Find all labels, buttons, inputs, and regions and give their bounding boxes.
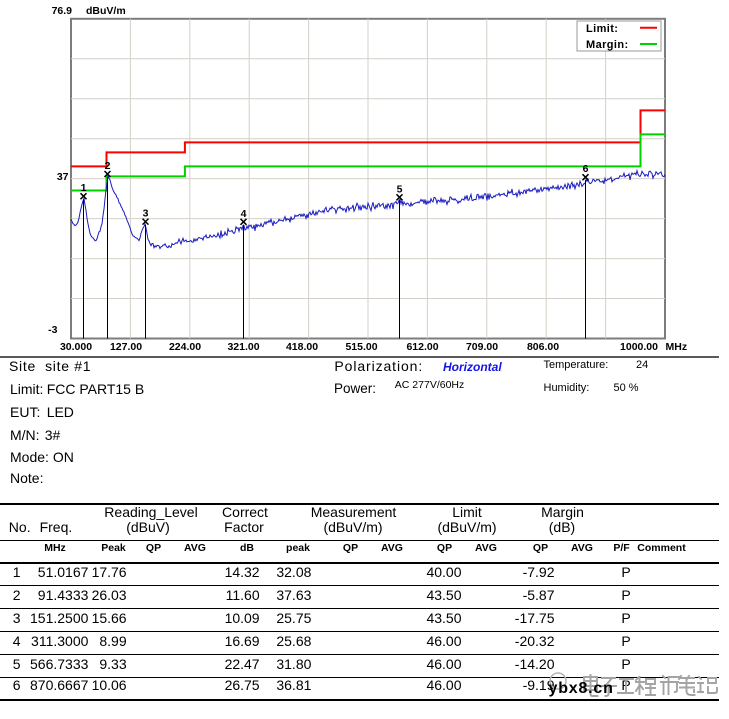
svg-text:Margin:: Margin: bbox=[586, 39, 629, 51]
svg-text:709.00: 709.00 bbox=[466, 341, 498, 353]
svg-text:1000.00: 1000.00 bbox=[620, 341, 658, 353]
svg-text:2: 2 bbox=[105, 160, 111, 172]
svg-text:515.00: 515.00 bbox=[345, 341, 377, 353]
svg-text:MHz: MHz bbox=[666, 341, 688, 353]
svg-text:321.00: 321.00 bbox=[227, 341, 259, 353]
svg-text:dBuV/m: dBuV/m bbox=[86, 5, 126, 17]
svg-text:224.00: 224.00 bbox=[169, 341, 201, 353]
svg-text:127.00: 127.00 bbox=[110, 341, 142, 353]
svg-text:76.9: 76.9 bbox=[52, 5, 73, 17]
svg-text:3: 3 bbox=[143, 208, 149, 220]
svg-text:612.00: 612.00 bbox=[406, 341, 438, 353]
svg-text:806.00: 806.00 bbox=[527, 341, 559, 353]
svg-text:37: 37 bbox=[57, 171, 69, 183]
svg-text:6: 6 bbox=[583, 163, 589, 175]
svg-text:30.000: 30.000 bbox=[60, 341, 92, 353]
svg-text:4: 4 bbox=[241, 208, 247, 220]
svg-text:418.00: 418.00 bbox=[286, 341, 318, 353]
svg-text:Limit:: Limit: bbox=[586, 23, 618, 35]
svg-text:-3: -3 bbox=[48, 324, 57, 336]
svg-text:5: 5 bbox=[397, 183, 403, 195]
svg-text:1: 1 bbox=[81, 182, 87, 194]
